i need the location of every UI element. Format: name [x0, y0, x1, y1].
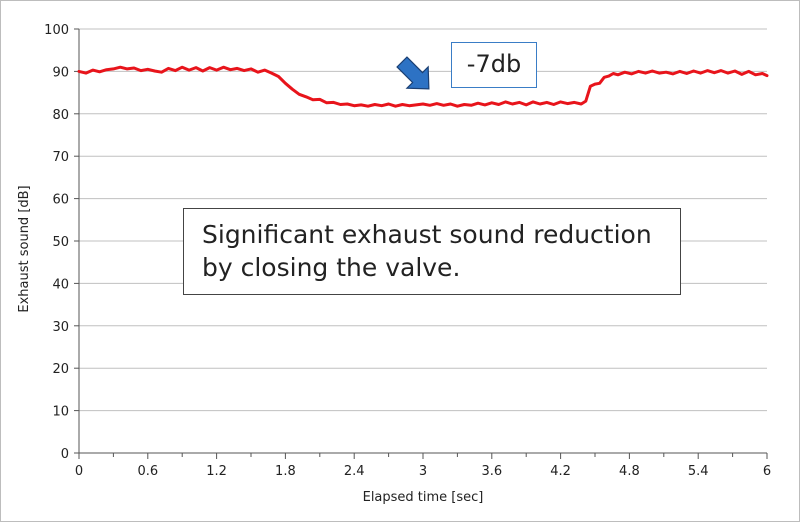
down-right-arrow-icon: [396, 56, 430, 90]
x-tick-labels: 0 0.6 1.2 1.8 2.4 3 3.6 4.2 4.8 5.4 6: [75, 464, 771, 479]
y-axis-title: Exhaust sound [dB]: [17, 185, 32, 312]
annotation-line-2: by closing the valve.: [202, 253, 461, 282]
reduction-callout: -7db: [451, 42, 537, 88]
x-tick-label: 3.6: [481, 464, 502, 479]
y-tick-label: 60: [52, 193, 69, 208]
x-tick-label: 1.2: [206, 464, 227, 479]
annotation-box: Significant exhaust sound reduction by c…: [183, 208, 681, 295]
x-tick-label: 0.6: [137, 464, 158, 479]
y-tick-label: 40: [52, 277, 69, 292]
series-line: [77, 65, 769, 108]
x-tick-label: 6: [763, 464, 771, 479]
annotation-line-1: Significant exhaust sound reduction: [202, 220, 652, 249]
y-tick-label: 90: [52, 65, 69, 80]
y-tick-label: 30: [52, 320, 69, 335]
x-tick-label: 1.8: [275, 464, 296, 479]
y-tick-label: 10: [52, 405, 69, 420]
x-axis-title: Elapsed time [sec]: [363, 490, 484, 505]
x-tick-label: 0: [75, 464, 83, 479]
y-tick-label: 100: [44, 23, 69, 38]
x-tick-label: 2.4: [344, 464, 365, 479]
x-tick-label: 5.4: [688, 464, 709, 479]
axes: [74, 28, 768, 459]
y-tick-label: 0: [61, 447, 69, 462]
y-tick-label: 50: [52, 235, 69, 250]
y-tick-label: 20: [52, 362, 69, 377]
arrow-shape: [396, 56, 430, 90]
y-tick-labels: 0 10 20 30 40 50 60 70 80 90 100: [44, 23, 69, 462]
y-tick-label: 70: [52, 150, 69, 165]
x-tick-label: 4.8: [619, 464, 640, 479]
y-tick-label: 80: [52, 108, 69, 123]
x-tick-label: 3: [419, 464, 427, 479]
x-tick-label: 4.2: [550, 464, 571, 479]
series-group: [77, 65, 769, 108]
